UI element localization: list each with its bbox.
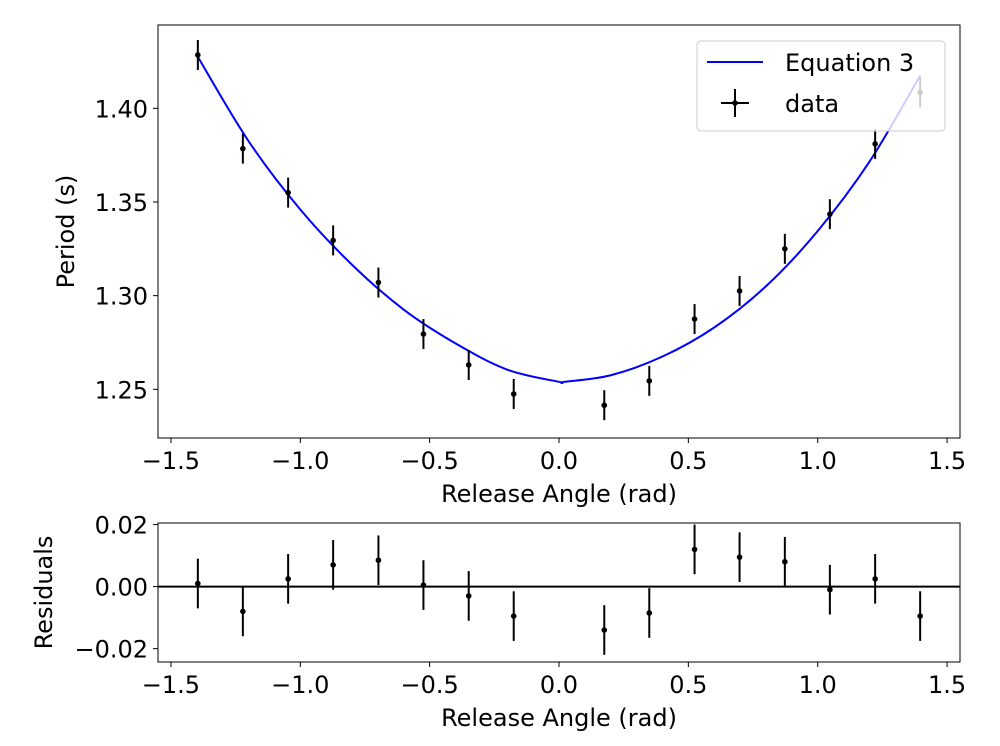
main-x-axis: −1.5 −1.0 −0.5 0.0 0.5 1.0 1.5 (142, 438, 966, 475)
data-point (691, 316, 698, 322)
y-tick-label: 0.02 (95, 512, 148, 540)
x-tick-label: −0.5 (401, 671, 459, 699)
y-tick-label: 1.35 (95, 189, 148, 217)
series-line-equation-3 (196, 56, 922, 384)
data-point (420, 331, 427, 337)
residuals-y-axis: −0.02 0.00 0.02 (74, 512, 158, 664)
residuals-panel: −1.5 −1.0 −0.5 0.0 0.5 1.0 1.5 −0.02 0.00 0.02 R… (30, 512, 966, 732)
data-point (872, 576, 878, 582)
data-point (330, 562, 336, 568)
data-point (646, 378, 653, 384)
x-tick-label: 0.0 (540, 447, 578, 475)
main-x-axis-label: Release Angle (rad) (441, 480, 677, 508)
y-tick-label: 0.00 (95, 574, 148, 602)
x-tick-label: 1.0 (799, 447, 837, 475)
main-y-axis: 1.25 1.30 1.35 1.40 (95, 95, 158, 404)
data-point (330, 237, 336, 244)
data-point (601, 402, 608, 409)
data-point (782, 246, 788, 252)
x-tick-label: 1.5 (928, 671, 966, 699)
data-point (465, 593, 472, 599)
x-tick-label: −0.5 (401, 447, 459, 475)
data-point (601, 627, 608, 633)
x-tick-label: 1.0 (799, 671, 837, 699)
data-point (510, 613, 517, 619)
x-tick-label: 0.5 (669, 671, 707, 699)
x-tick-label: 1.5 (928, 447, 966, 475)
data-point (195, 580, 201, 587)
data-point (465, 362, 472, 368)
y-tick-label: −0.02 (74, 636, 148, 664)
data-point (736, 288, 743, 294)
legend-label-data: data (785, 90, 839, 118)
x-tick-label: −1.0 (271, 671, 329, 699)
data-point (240, 145, 246, 152)
data-point (375, 557, 382, 564)
data-point (285, 189, 291, 196)
y-tick-label: 1.30 (95, 283, 148, 311)
residuals-x-axis: −1.5 −1.0 −0.5 0.0 0.5 1.0 1.5 (142, 662, 966, 699)
data-point (917, 613, 923, 619)
x-tick-label: −1.5 (142, 671, 200, 699)
data-point (510, 391, 517, 397)
y-tick-label: 1.40 (95, 95, 148, 123)
x-tick-label: 0.0 (540, 671, 578, 699)
data-point (691, 546, 698, 553)
legend-swatch-data (721, 89, 749, 117)
data-point (420, 582, 427, 588)
main-panel: −1.5 −1.0 −0.5 0.0 0.5 1.0 1.5 1.25 1.30 1.35 1.4… (52, 24, 966, 508)
residuals-y-axis-label: Residuals (30, 536, 58, 650)
data-point (285, 576, 291, 582)
x-tick-label: 0.5 (669, 447, 707, 475)
data-point (827, 586, 833, 593)
data-point (375, 279, 382, 286)
data-point (195, 52, 201, 58)
legend: Equation 3 data (696, 40, 946, 132)
residuals-x-axis-label: Release Angle (rad) (441, 704, 677, 732)
data-point (827, 211, 833, 217)
legend-box (696, 40, 946, 132)
data-point (872, 141, 878, 147)
residuals-plot-area (158, 524, 960, 655)
data-point (646, 610, 653, 616)
legend-label-equation-3: Equation 3 (785, 49, 914, 77)
data-point (782, 558, 788, 565)
x-tick-label: −1.0 (271, 447, 329, 475)
x-tick-label: −1.5 (142, 447, 200, 475)
data-point (240, 608, 246, 615)
y-tick-label: 1.25 (95, 376, 148, 404)
main-y-axis-label: Period (s) (52, 175, 80, 289)
data-point (736, 554, 743, 560)
